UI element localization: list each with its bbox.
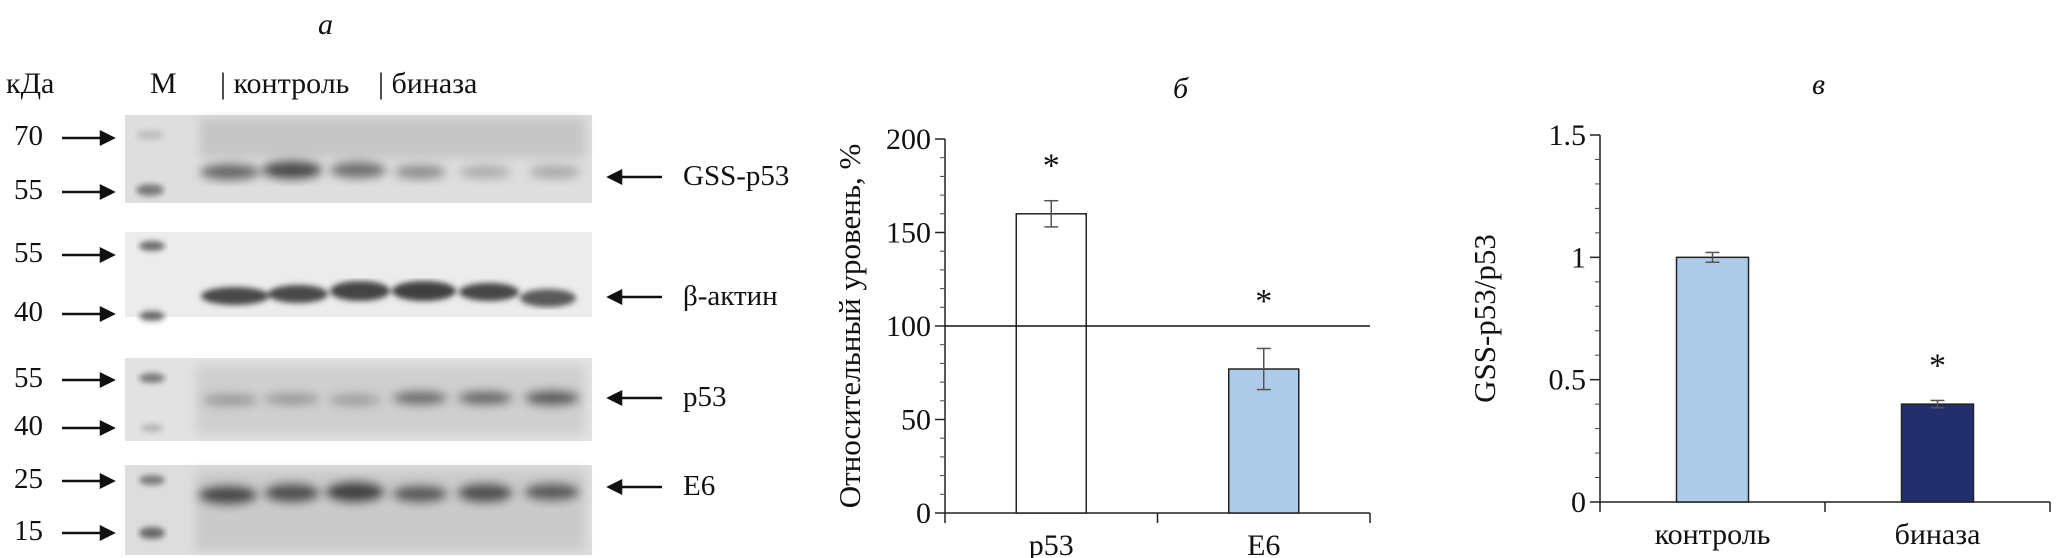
panel-b-letter: б [1173, 72, 1189, 105]
marker-gss-70: 70 [14, 120, 43, 152]
chart-c-y-tick-label: 1.5 [1549, 119, 1587, 152]
marker-p53-55: 55 [14, 362, 43, 394]
lane-group-binase: | биназа [378, 67, 478, 100]
chart-c-significance-1: * [1929, 347, 1946, 384]
chart-c-x-tick-label-0: контроль [1655, 518, 1771, 551]
marker-lane-label: M [150, 67, 177, 100]
chart-b-x-tick-label-1: E6 [1247, 529, 1280, 558]
actin-marker-bands [139, 241, 165, 321]
chart-b-y-tick-label: 50 [901, 404, 931, 437]
western-blot-figure [62, 115, 662, 555]
protein-label-gss-p53: GSS-p53 [683, 160, 790, 192]
p53-marker-bands [139, 373, 165, 432]
marker-actin-40: 40 [14, 296, 43, 328]
blot-strip-actin [125, 232, 592, 317]
chart-b-bar-1 [1228, 368, 1300, 514]
chart-c-bar-1 [1900, 403, 1975, 503]
lane-group-control: | контроль [220, 67, 350, 100]
chart-c-bar-0 [1675, 256, 1750, 503]
chart-c-y-axis-label: GSS-p53/p53 [1467, 234, 1502, 403]
chart-c-y-tick-label: 1 [1571, 241, 1586, 274]
chart-b-x-tick-label-0: p53 [1029, 529, 1074, 558]
marker-e6-15: 15 [14, 515, 43, 547]
chart-c-x-tick-label-1: биназа [1895, 518, 1981, 551]
chart-b-significance-0: * [1043, 148, 1060, 185]
chart-b-y-tick-label: 200 [886, 123, 931, 156]
actin-bands [201, 281, 576, 307]
chart-b: 0 50 100 150 200 p53 * E6 * Относительный уровень… [832, 123, 1371, 558]
chart-c: 0 0.5 1 1.5 контроль биназа * GSS-p53/p53 [1467, 119, 2051, 551]
chart-b-y-tick-label: 0 [916, 497, 931, 530]
marker-e6-25: 25 [14, 463, 43, 495]
panel-c-letter: в [1812, 68, 1826, 101]
e6-marker-bands [139, 475, 165, 539]
chart-b-y-tick-label: 100 [886, 310, 931, 343]
chart-c-y-tick-label: 0 [1571, 486, 1586, 519]
marker-actin-55: 55 [14, 237, 43, 269]
gss-p53-marker-bands [136, 130, 164, 196]
panel-a-letter: a [318, 8, 333, 41]
gss-p53-bands [200, 118, 585, 180]
chart-b-y-tick-label: 150 [886, 217, 931, 250]
marker-gss-55: 55 [14, 174, 43, 206]
chart-b-significance-1: * [1255, 283, 1272, 320]
e6-bands [195, 470, 585, 550]
marker-p53-40: 40 [14, 410, 43, 442]
protein-arrows [606, 168, 662, 496]
chart-b-y-axis-label: Относительный уровень, % [832, 144, 867, 509]
protein-label-e6: E6 [683, 470, 716, 502]
p53-bands [195, 365, 585, 435]
chart-c-y-tick-label: 0.5 [1549, 364, 1587, 397]
protein-label-p53: p53 [683, 381, 727, 413]
kda-label: кДа [6, 67, 55, 100]
marker-arrows [62, 129, 116, 542]
chart-b-bar-0 [1015, 213, 1087, 514]
protein-label-actin: β-актин [683, 280, 778, 312]
